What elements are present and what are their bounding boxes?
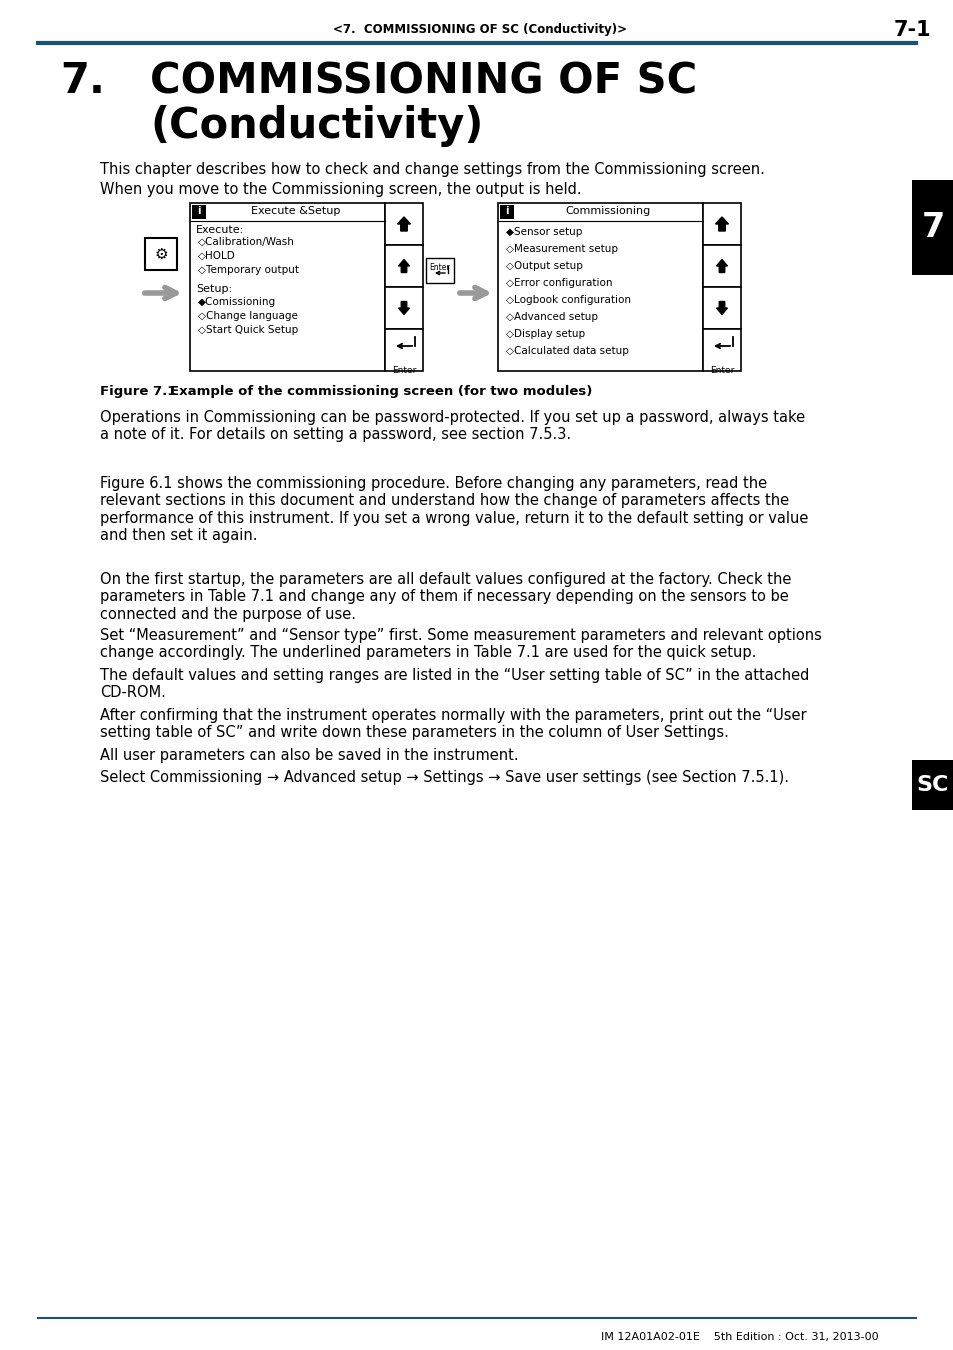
Bar	[702, 329, 740, 371]
Text: ◇Error configuration: ◇Error configuration	[505, 278, 612, 288]
Text: SC: SC	[916, 775, 948, 795]
Text: (Conductivity): (Conductivity)	[150, 105, 483, 147]
Bar	[192, 205, 206, 219]
Text: ◇Calibration/Wash: ◇Calibration/Wash	[198, 238, 294, 247]
Text: ◇Temporary output: ◇Temporary output	[198, 265, 298, 275]
Text: ◇HOLD: ◇HOLD	[198, 251, 235, 261]
Text: Figure 6.1 shows the commissioning procedure. Before changing any parameters, re: Figure 6.1 shows the commissioning proce…	[100, 477, 807, 543]
Text: COMMISSIONING OF SC: COMMISSIONING OF SC	[150, 59, 697, 103]
Bar	[911, 180, 953, 275]
Text: Enter: Enter	[392, 366, 416, 375]
Text: On the first startup, the parameters are all default values configured at the fa: On the first startup, the parameters are…	[100, 572, 791, 622]
Text: ◇Start Quick Setup: ◇Start Quick Setup	[198, 325, 298, 335]
Bar	[702, 202, 740, 244]
Text: All user parameters can also be saved in the instrument.: All user parameters can also be saved in…	[100, 748, 518, 763]
Polygon shape	[397, 217, 410, 231]
Text: 7.: 7.	[60, 59, 105, 103]
Text: ◇Calculated data setup: ◇Calculated data setup	[505, 346, 628, 356]
Text: Enter: Enter	[429, 263, 450, 271]
Bar	[911, 760, 953, 810]
Bar	[145, 238, 177, 270]
Text: ◇Change language: ◇Change language	[198, 310, 297, 321]
Text: ◇Output setup: ◇Output setup	[505, 261, 582, 271]
Text: ◇Measurement setup: ◇Measurement setup	[505, 244, 618, 254]
Text: Setup:: Setup:	[195, 284, 232, 294]
Text: ◇Display setup: ◇Display setup	[505, 329, 584, 339]
Text: This chapter describes how to check and change settings from the Commissioning s: This chapter describes how to check and …	[100, 162, 764, 177]
Bar	[499, 205, 514, 219]
Text: i: i	[505, 207, 508, 216]
Text: The default values and setting ranges are listed in the “User setting table of S: The default values and setting ranges ar…	[100, 668, 808, 701]
Bar	[702, 288, 740, 329]
Text: 7: 7	[921, 211, 943, 244]
Bar	[702, 244, 740, 288]
Bar	[426, 258, 454, 284]
Bar	[385, 329, 422, 371]
Text: IM 12A01A02-01E    5th Edition : Oct. 31, 2013-00: IM 12A01A02-01E 5th Edition : Oct. 31, 2…	[600, 1332, 878, 1342]
Text: ◇Advanced setup: ◇Advanced setup	[505, 312, 598, 323]
Polygon shape	[716, 301, 727, 315]
Text: ◆Comissioning: ◆Comissioning	[198, 297, 275, 306]
Bar	[385, 244, 422, 288]
Text: i: i	[197, 207, 200, 216]
Text: Execute &Setup: Execute &Setup	[251, 207, 340, 216]
Polygon shape	[715, 217, 728, 231]
Text: When you move to the Commissioning screen, the output is held.: When you move to the Commissioning scree…	[100, 182, 581, 197]
Polygon shape	[716, 259, 727, 273]
Text: Execute:: Execute:	[195, 225, 244, 235]
Text: Set “Measurement” and “Sensor type” first. Some measurement parameters and relev: Set “Measurement” and “Sensor type” firs…	[100, 628, 821, 660]
Bar	[385, 202, 422, 244]
Polygon shape	[398, 301, 409, 315]
Text: Figure 7.1: Figure 7.1	[100, 385, 176, 398]
Text: After confirming that the instrument operates normally with the parameters, prin: After confirming that the instrument ope…	[100, 707, 806, 740]
Bar	[385, 288, 422, 329]
Text: 7-1: 7-1	[892, 20, 930, 40]
Bar	[497, 202, 702, 371]
Text: <7.  COMMISSIONING OF SC (Conductivity)>: <7. COMMISSIONING OF SC (Conductivity)>	[333, 23, 626, 36]
Text: Select Commissioning → Advanced setup → Settings → Save user settings (see Secti: Select Commissioning → Advanced setup → …	[100, 769, 788, 784]
Text: ◇Logbook configuration: ◇Logbook configuration	[505, 296, 630, 305]
Bar	[190, 202, 385, 371]
Text: Commissioning: Commissioning	[565, 207, 651, 216]
Text: Example of the commissioning screen (for two modules): Example of the commissioning screen (for…	[170, 385, 592, 398]
Polygon shape	[398, 259, 409, 273]
Text: ◆Sensor setup: ◆Sensor setup	[505, 227, 581, 238]
Text: Operations in Commissioning can be password-protected. If you set up a password,: Operations in Commissioning can be passw…	[100, 410, 804, 443]
Text: ⚙: ⚙	[154, 247, 168, 262]
Text: Enter: Enter	[709, 366, 734, 375]
